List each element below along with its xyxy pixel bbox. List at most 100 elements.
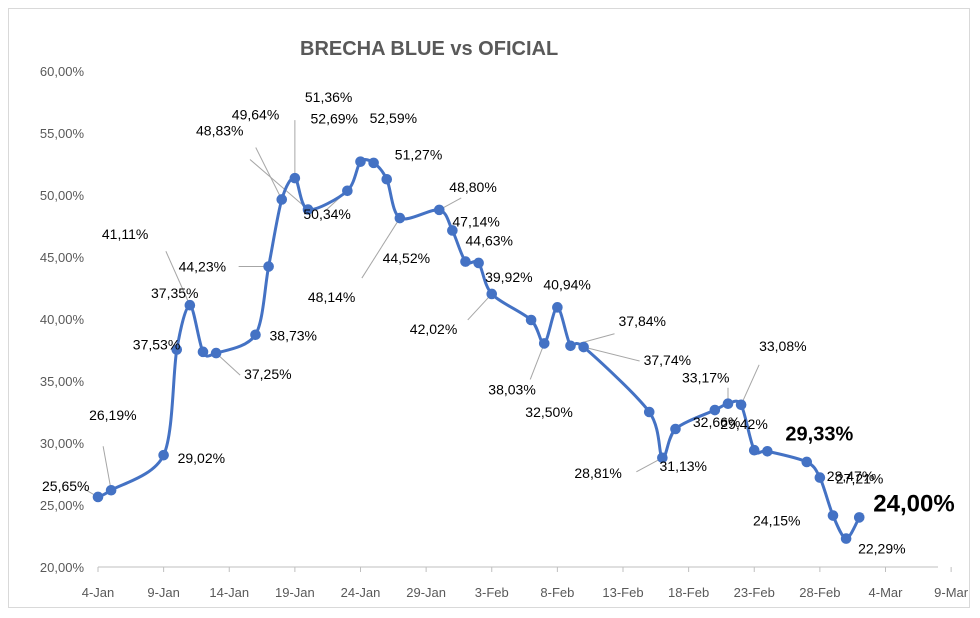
y-tick-label: 30,00% — [40, 436, 85, 451]
data-label: 51,27% — [395, 146, 442, 162]
data-label: 33,17% — [682, 370, 729, 386]
y-tick-label: 35,00% — [40, 374, 85, 389]
axes: 20,00% 25,00% 30,00% 35,00% 40,00% 45,00% 50,0… — [40, 64, 969, 600]
data-point — [460, 256, 471, 267]
data-point — [368, 157, 379, 169]
data-label: 29,02% — [178, 450, 225, 466]
x-tick-label: 14-Jan — [209, 585, 249, 600]
data-point — [355, 156, 366, 167]
leader-line — [255, 147, 283, 200]
data-point — [643, 406, 655, 418]
data-label: 26,19% — [89, 407, 136, 423]
x-tick-label: 9-Jan — [147, 585, 180, 600]
data-point — [762, 446, 773, 457]
leader-line — [529, 343, 545, 380]
data-point — [565, 340, 576, 352]
data-point — [486, 288, 498, 300]
y-tick-label: 45,00% — [40, 250, 85, 265]
x-tick-label: 9-Mar — [934, 585, 969, 600]
data-point — [210, 347, 222, 359]
data-label: 32,50% — [525, 404, 572, 420]
x-tick-label: 29-Jan — [406, 585, 446, 600]
data-point — [447, 225, 458, 236]
chart-title: BRECHA BLUE vs OFICIAL — [300, 38, 559, 60]
data-point — [552, 302, 563, 313]
data-point — [184, 299, 196, 311]
data-label: 22,29% — [858, 541, 905, 557]
data-point — [276, 194, 288, 205]
y-tick-label: 40,00% — [40, 312, 85, 327]
x-tick-label: 19-Jan — [275, 585, 315, 600]
data-point — [197, 346, 209, 358]
data-label: 37,53% — [133, 337, 180, 353]
data-point — [709, 404, 721, 416]
y-tick-label: 55,00% — [40, 126, 85, 141]
x-tick-label: 8-Feb — [540, 585, 574, 600]
data-point — [657, 452, 668, 464]
y-tick-label: 25,00% — [40, 498, 85, 513]
data-label: 33,08% — [759, 338, 806, 354]
data-label: 29,33% — [785, 423, 853, 445]
data-point — [578, 341, 589, 353]
y-tick-label: 20,00% — [40, 560, 85, 575]
y-tick-label: 50,00% — [40, 188, 85, 203]
data-point — [105, 484, 117, 496]
data-label: 27,21% — [836, 471, 883, 487]
data-label: 28,47% — [827, 468, 874, 484]
data-label: 31,13% — [660, 458, 707, 474]
leader-line — [165, 251, 191, 306]
leader-line — [215, 352, 241, 376]
data-label: 52,69% — [311, 111, 358, 127]
data-label: 44,52% — [383, 250, 430, 266]
data-point — [840, 533, 852, 544]
x-tick-label: 3-Feb — [475, 585, 509, 600]
data-label: 48,83% — [196, 123, 243, 139]
data-point — [263, 261, 274, 272]
data-point — [538, 338, 550, 349]
data-label: 41,11% — [102, 226, 148, 242]
data-label: 28,81% — [574, 465, 621, 481]
data-markers — [92, 156, 865, 544]
data-label: 39,92% — [485, 269, 532, 285]
data-label: 38,03% — [488, 381, 535, 397]
data-point — [302, 204, 314, 215]
data-point — [827, 510, 839, 521]
leader-line — [102, 446, 112, 491]
leader-line — [583, 346, 640, 362]
data-label: 48,80% — [449, 179, 496, 195]
data-point — [158, 449, 169, 461]
data-point — [722, 398, 734, 409]
data-label: 37,84% — [619, 313, 666, 329]
y-tick-label: 60,00% — [40, 64, 85, 79]
data-labels: 25,65% 26,19% 29,02% 37,53% 41,11% 37,35% 37,2… — [42, 89, 955, 556]
x-tick-label: 4-Jan — [82, 585, 115, 600]
leader-line — [467, 293, 493, 321]
leader-line — [249, 159, 309, 210]
data-point — [525, 314, 537, 326]
chart-frame — [8, 8, 970, 608]
data-label: 49,64% — [232, 107, 279, 123]
leader-line — [361, 217, 401, 279]
data-label: 50,34% — [303, 206, 350, 222]
data-label: 25,65% — [42, 478, 89, 494]
data-label: 38,73% — [270, 328, 317, 344]
data-label: 37,25% — [244, 366, 291, 382]
data-point — [433, 204, 445, 216]
data-point — [853, 512, 865, 523]
data-label: 42,02% — [410, 321, 457, 337]
leader-line — [740, 364, 760, 406]
data-label: 40,94% — [543, 276, 590, 292]
data-point — [394, 212, 406, 224]
data-label: 29,42% — [720, 416, 767, 432]
data-point — [801, 456, 813, 468]
data-label: 24,15% — [753, 513, 800, 529]
data-point — [342, 185, 353, 197]
data-point — [735, 399, 747, 411]
data-point — [171, 344, 183, 355]
x-tick-label: 18-Feb — [668, 585, 709, 600]
data-point — [748, 444, 760, 456]
data-label: 47,14% — [452, 214, 499, 230]
data-label: 24,00% — [873, 490, 954, 517]
data-label: 44,23% — [179, 259, 226, 275]
